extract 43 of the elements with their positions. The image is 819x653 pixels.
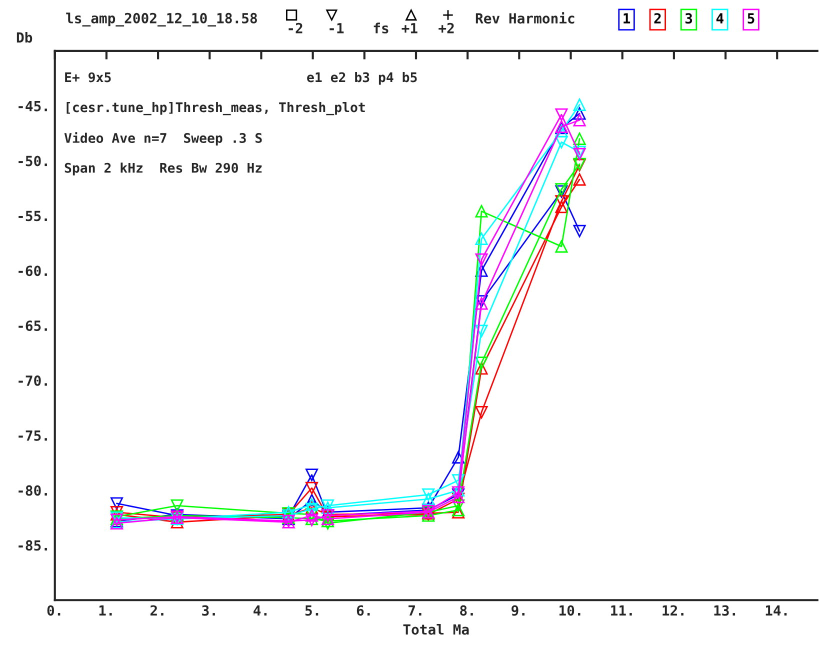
annotation: e1 e2 b3 p4 b5	[307, 72, 417, 85]
y-tick-label: -65.	[18, 320, 47, 332]
x-tick-label: 4.	[254, 605, 267, 616]
x-tick-label: 1.	[99, 605, 112, 616]
x-tick-label: 10.	[560, 605, 580, 616]
text: 5	[748, 13, 754, 24]
text: ls_amp_2002_12_10_18.58	[66, 12, 257, 27]
y-tick-label: -45.	[18, 101, 47, 112]
text: 2	[654, 13, 661, 24]
y-tick-label: -60.	[18, 266, 47, 276]
text: fs	[374, 22, 388, 34]
text: 3	[685, 13, 692, 24]
text: +1	[402, 23, 418, 34]
x-tick-label: 14.	[766, 605, 787, 616]
x-tick-label: 8.	[460, 605, 473, 616]
y-tick-label: -85.	[18, 540, 47, 551]
x-tick-label: 5.	[305, 605, 318, 616]
text: -1	[330, 23, 344, 34]
y-axis-title: Db	[16, 32, 32, 43]
y-tick-label: -55.	[18, 210, 47, 222]
y-tick-label: -80.	[18, 485, 47, 496]
x-tick-label: 3.	[202, 605, 215, 616]
text: 4	[716, 13, 724, 24]
text: 1	[624, 13, 630, 24]
text: -2	[288, 22, 302, 34]
annotation: [cesr.tune_hp]Thresh_meas, Thresh_plot	[66, 102, 365, 116]
x-tick-label: 13.	[714, 605, 736, 616]
x-tick-label: 7.	[408, 605, 422, 616]
y-tick-label: -75.	[18, 430, 47, 441]
annotation: Video Ave n=7 Sweep .3 S	[64, 132, 262, 146]
x-axis-title: Total Ma	[403, 624, 469, 635]
y-tick-label: -70.	[18, 375, 47, 386]
x-tick-label: 11.	[611, 605, 632, 616]
annotation: E+ 9x5	[65, 72, 111, 82]
x-tick-label: 6.	[356, 605, 370, 616]
x-tick-label: 12.	[662, 605, 684, 616]
y-tick-label: -50.	[18, 156, 47, 166]
x-tick-label: 0.	[47, 605, 60, 616]
annotation: Span 2 kHz Res Bw 290 Hz	[64, 162, 262, 176]
x-tick-label: 9.	[512, 605, 524, 616]
text: +2	[438, 22, 454, 34]
legend-title: Rev Harmonic	[476, 12, 574, 24]
x-tick-label: 2.	[150, 605, 164, 616]
